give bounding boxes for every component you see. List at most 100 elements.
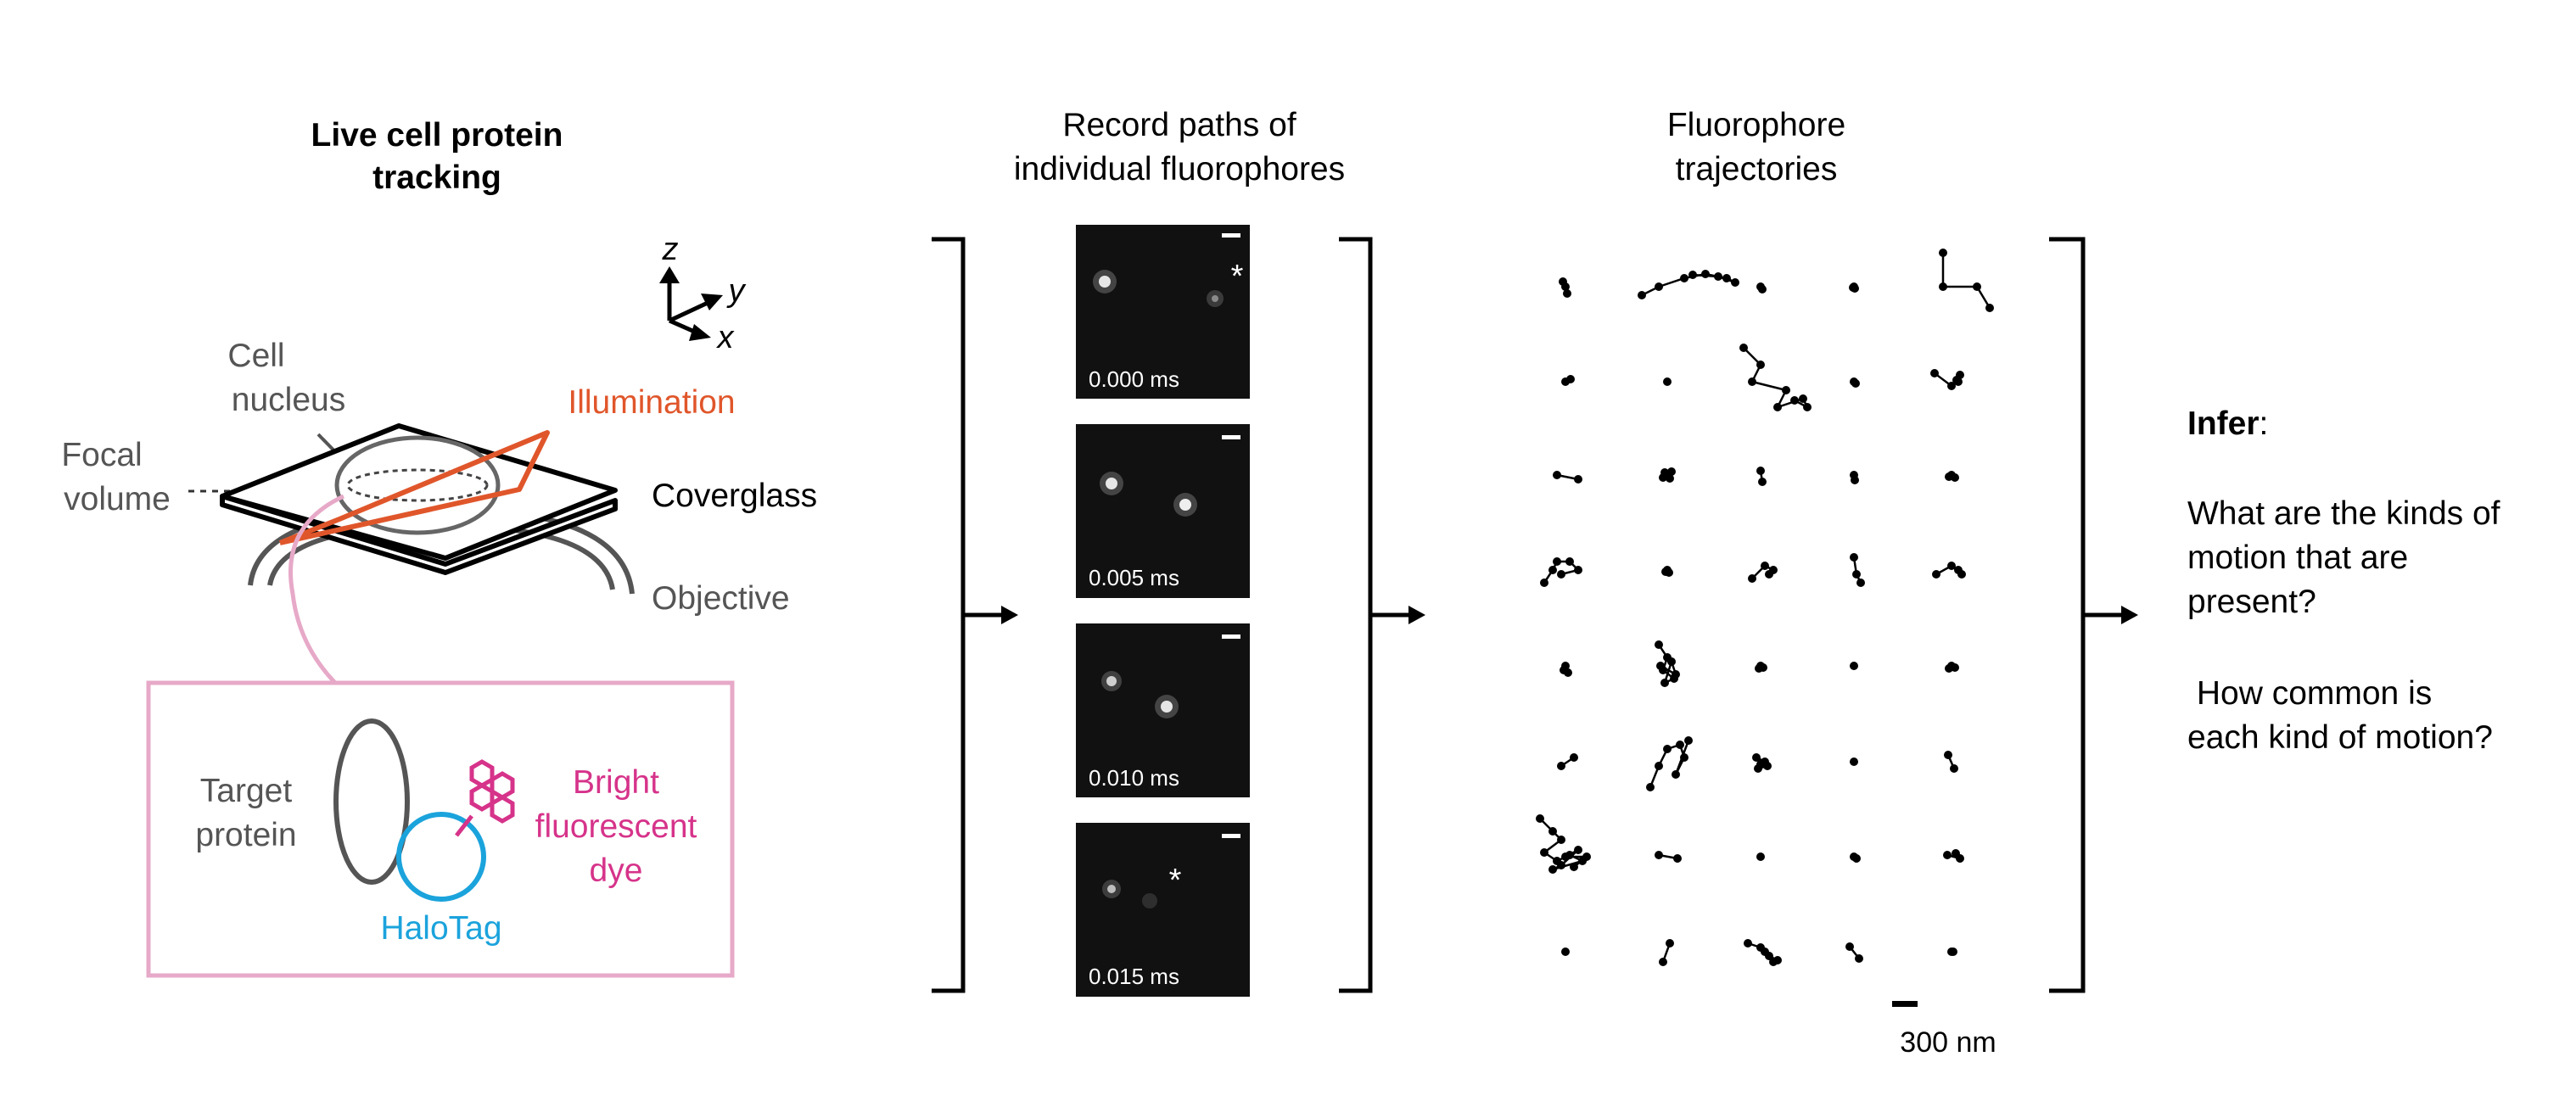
trajectory-point	[1731, 278, 1739, 287]
trajectory-track	[1850, 852, 1861, 863]
trajectory-point	[1973, 282, 1981, 291]
trajectory-point	[1557, 861, 1565, 869]
dye-label-line2: fluorescent	[535, 808, 697, 845]
trajectory-point	[1849, 283, 1857, 292]
trajectory-point	[1744, 939, 1752, 948]
panel2-title-line1: Record paths of	[1062, 107, 1296, 143]
trajectory-point	[1803, 403, 1812, 411]
microscopy-frame-4: * 0.015 ms	[1076, 823, 1250, 997]
trajectory-point	[1688, 271, 1697, 279]
cell-nucleus-shape	[334, 435, 501, 535]
trajectory-point	[1851, 476, 1859, 484]
trajectory-point	[1548, 865, 1557, 874]
trajectory-point	[1655, 282, 1663, 291]
question-1-line3: present?	[2187, 584, 2316, 620]
panel-record-paths: Record paths of individual fluorophores …	[932, 107, 1373, 997]
trajectory-track	[1945, 471, 1959, 482]
trajectory-point	[1790, 396, 1799, 405]
trajectory-track	[1755, 662, 1767, 673]
trajectory-point	[1540, 848, 1548, 857]
panel-infer: Infer: What are the kinds of motion that…	[2187, 405, 2500, 756]
panel1-title-line2: tracking	[372, 159, 501, 196]
trajectory-track	[1850, 662, 1858, 670]
frame-4-star: *	[1169, 863, 1182, 898]
trajectory-point	[1765, 952, 1773, 960]
trajectory-point	[1660, 679, 1669, 687]
trajectory-point	[1954, 566, 1963, 574]
axis-x-label: x	[716, 320, 736, 355]
arrow-to-frames	[1001, 606, 1018, 624]
trajectory-track	[1947, 948, 1957, 956]
trajectory-track	[1561, 948, 1570, 956]
trajectory-point	[1557, 836, 1565, 844]
trajectory-track	[1536, 814, 1591, 874]
trajectory-point	[1560, 666, 1568, 674]
trajectory-point	[1570, 863, 1578, 871]
trajectory-point	[1714, 272, 1722, 281]
trajectory-point	[1684, 736, 1693, 745]
trajectory-grid	[1536, 249, 1994, 966]
panel2-title-line2: individual fluorophores	[1014, 151, 1345, 187]
trajectory-track	[1752, 753, 1772, 773]
trajectory-track	[1661, 566, 1673, 577]
panel1-title-line1: Live cell protein	[311, 117, 563, 154]
trajectory-point	[1748, 377, 1756, 386]
trajectory-point	[1761, 562, 1769, 570]
cell-nucleus-label-line1: Cell	[227, 338, 284, 374]
trajectory-point	[1553, 557, 1561, 566]
trajectory-point	[1739, 344, 1748, 352]
trajectory-point	[1638, 291, 1646, 299]
frame-1-time: 0.000 ms	[1089, 366, 1179, 392]
trajectory-point	[1855, 954, 1863, 963]
trajectory-track	[1944, 751, 1958, 773]
trajectory-point	[1655, 640, 1663, 649]
infer-colon: :	[2260, 405, 2269, 442]
cell-nucleus-label-line2: nucleus	[232, 382, 345, 418]
trajectory-track	[1756, 852, 1765, 861]
trajectory-track	[1850, 377, 1860, 388]
trajectory-point	[1756, 760, 1765, 769]
trajectory-point	[1945, 472, 1953, 481]
axis-z-label: z	[662, 232, 679, 267]
trajectory-point	[1540, 579, 1548, 587]
trajectory-point	[1557, 762, 1565, 770]
trajectory-track	[1930, 369, 1964, 390]
trajectory-point	[1561, 852, 1570, 861]
scale-bar	[1892, 1001, 1918, 1007]
trajectory-point	[1763, 762, 1772, 770]
trajectory-track	[1748, 562, 1778, 583]
trajectory-track	[1663, 377, 1672, 386]
trajectory-point	[1756, 467, 1765, 475]
trajectory-point	[1574, 846, 1582, 854]
trajectory-point	[1655, 762, 1663, 770]
halotag-shape	[396, 812, 486, 902]
right-bracket-panel3	[2049, 237, 2086, 993]
trajectory-point	[1663, 745, 1672, 753]
target-protein-label-line1: Target	[200, 773, 293, 809]
focal-volume-label-line2: volume	[64, 481, 171, 517]
microscopy-frame-1: * 0.000 ms	[1076, 225, 1250, 399]
trajectory-track	[1849, 282, 1859, 293]
trajectory-point	[1570, 753, 1578, 762]
trajectory-track	[1739, 344, 1812, 411]
trajectory-path	[1941, 253, 1991, 309]
trajectory-point	[1758, 285, 1767, 293]
trajectory-point	[1663, 377, 1672, 386]
trajectory-track	[1638, 270, 1739, 299]
dye-label-line3: dye	[590, 852, 643, 889]
trajectory-point	[1672, 770, 1680, 779]
trajectory-point	[1950, 764, 1958, 773]
trajectory-point	[1553, 471, 1561, 479]
trajectory-point	[1666, 474, 1674, 483]
trajectory-point	[1565, 557, 1574, 566]
trajectory-point	[1755, 664, 1763, 673]
frame-2-time: 0.005 ms	[1089, 565, 1179, 590]
microscopy-frame-2: 0.005 ms	[1076, 424, 1250, 598]
trajectory-point	[1548, 566, 1557, 574]
arrow-to-trajectories	[1408, 606, 1425, 624]
flow-arrows	[963, 606, 2138, 624]
trajectory-track	[1744, 939, 1782, 966]
frame-3-time: 0.010 ms	[1089, 765, 1179, 791]
trajectory-track	[1756, 282, 1767, 293]
